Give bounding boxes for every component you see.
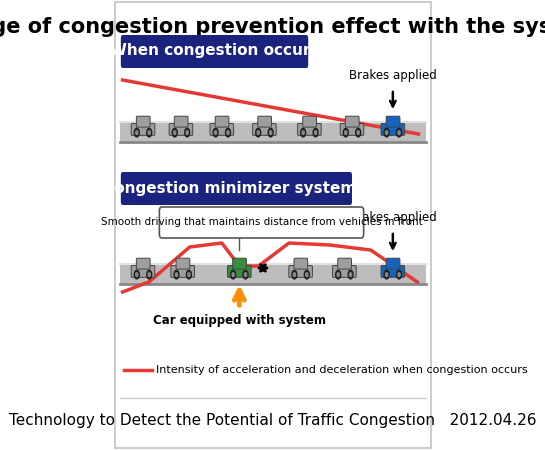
Circle shape [301, 128, 306, 137]
FancyBboxPatch shape [115, 2, 431, 448]
FancyBboxPatch shape [340, 123, 364, 135]
Circle shape [397, 128, 402, 137]
Circle shape [337, 273, 340, 276]
Circle shape [134, 128, 140, 137]
FancyBboxPatch shape [121, 35, 308, 68]
FancyBboxPatch shape [131, 266, 155, 277]
Circle shape [336, 270, 341, 279]
Circle shape [227, 131, 229, 135]
Text: Smooth driving that maintains distance from vehicles in front: Smooth driving that maintains distance f… [101, 217, 422, 227]
Circle shape [136, 273, 138, 276]
Circle shape [226, 128, 231, 137]
Circle shape [174, 270, 179, 279]
Bar [120, 122, 426, 142]
Circle shape [313, 128, 318, 137]
Circle shape [398, 131, 400, 135]
Circle shape [213, 128, 218, 137]
Circle shape [174, 131, 176, 135]
FancyBboxPatch shape [253, 123, 276, 135]
Circle shape [147, 128, 152, 137]
Text: Brakes applied: Brakes applied [349, 211, 437, 224]
Circle shape [185, 128, 190, 137]
Bar [120, 264, 426, 284]
FancyBboxPatch shape [136, 258, 150, 269]
Text: Intensity of acceleration and deceleration when congestion occurs: Intensity of acceleration and decelerati… [156, 365, 528, 375]
FancyBboxPatch shape [136, 116, 150, 127]
Circle shape [293, 273, 295, 276]
Circle shape [384, 128, 389, 137]
FancyBboxPatch shape [174, 116, 188, 127]
FancyBboxPatch shape [176, 258, 190, 269]
Circle shape [256, 128, 261, 137]
Circle shape [134, 270, 140, 279]
FancyBboxPatch shape [169, 123, 193, 135]
Circle shape [148, 131, 150, 135]
Circle shape [186, 270, 191, 279]
FancyBboxPatch shape [386, 258, 400, 269]
FancyBboxPatch shape [332, 266, 356, 277]
FancyBboxPatch shape [233, 258, 246, 269]
FancyBboxPatch shape [381, 123, 404, 135]
Text: When congestion occurs: When congestion occurs [110, 44, 319, 58]
FancyBboxPatch shape [381, 266, 404, 277]
Circle shape [397, 270, 402, 279]
FancyBboxPatch shape [346, 116, 359, 127]
FancyBboxPatch shape [338, 258, 352, 269]
FancyBboxPatch shape [289, 266, 312, 277]
Circle shape [384, 270, 389, 279]
FancyBboxPatch shape [159, 207, 364, 238]
Circle shape [356, 128, 361, 137]
Circle shape [188, 273, 190, 276]
Circle shape [148, 273, 150, 276]
FancyBboxPatch shape [258, 116, 271, 127]
FancyBboxPatch shape [131, 123, 155, 135]
Circle shape [385, 131, 387, 135]
FancyBboxPatch shape [215, 116, 229, 127]
Circle shape [314, 131, 317, 135]
Circle shape [385, 273, 387, 276]
FancyBboxPatch shape [386, 116, 400, 127]
FancyBboxPatch shape [171, 266, 195, 277]
Circle shape [292, 270, 297, 279]
FancyBboxPatch shape [121, 172, 352, 205]
Text: Technology to Detect the Potential of Traffic Congestion   2012.04.26: Technology to Detect the Potential of Tr… [9, 413, 536, 428]
Circle shape [175, 273, 178, 276]
Circle shape [215, 131, 217, 135]
Circle shape [357, 131, 359, 135]
Circle shape [344, 131, 347, 135]
Circle shape [306, 273, 308, 276]
Circle shape [147, 270, 152, 279]
Text: When congestion minimizer system is used: When congestion minimizer system is used [51, 180, 422, 195]
FancyBboxPatch shape [302, 116, 317, 127]
Circle shape [232, 273, 234, 276]
Circle shape [304, 270, 310, 279]
Circle shape [349, 273, 352, 276]
FancyBboxPatch shape [294, 258, 308, 269]
Circle shape [302, 131, 304, 135]
FancyBboxPatch shape [298, 123, 321, 135]
Circle shape [268, 128, 273, 137]
FancyBboxPatch shape [210, 123, 234, 135]
Circle shape [270, 131, 272, 135]
Circle shape [243, 270, 248, 279]
Circle shape [245, 273, 247, 276]
Circle shape [257, 131, 259, 135]
Text: Brakes applied: Brakes applied [349, 69, 437, 82]
Circle shape [172, 128, 177, 137]
Circle shape [348, 270, 353, 279]
Circle shape [398, 273, 400, 276]
Circle shape [343, 128, 348, 137]
Circle shape [231, 270, 235, 279]
Circle shape [186, 131, 188, 135]
FancyBboxPatch shape [227, 266, 251, 277]
Text: Image of congestion prevention effect with the system: Image of congestion prevention effect wi… [0, 17, 545, 37]
Text: Car equipped with system: Car equipped with system [153, 314, 326, 327]
Circle shape [136, 131, 138, 135]
